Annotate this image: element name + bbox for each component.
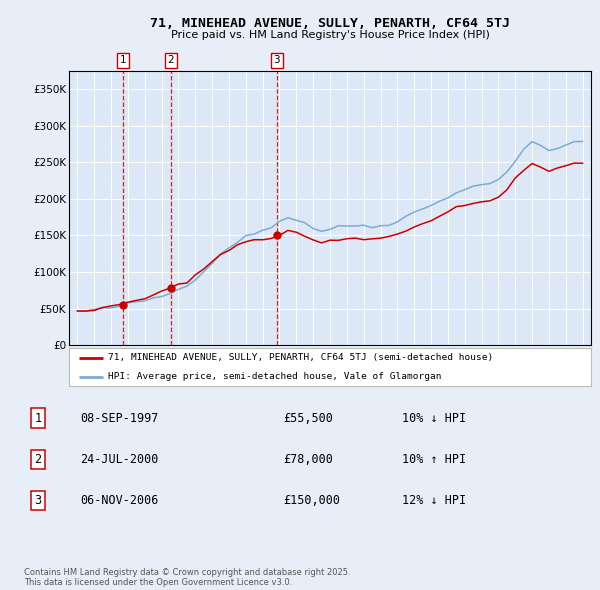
Text: HPI: Average price, semi-detached house, Vale of Glamorgan: HPI: Average price, semi-detached house,… xyxy=(108,372,442,381)
Text: 10% ↓ HPI: 10% ↓ HPI xyxy=(402,411,466,425)
Text: 1: 1 xyxy=(35,411,41,425)
Text: Price paid vs. HM Land Registry's House Price Index (HPI): Price paid vs. HM Land Registry's House … xyxy=(170,30,490,40)
Text: £55,500: £55,500 xyxy=(283,411,334,425)
Text: 1: 1 xyxy=(119,55,126,65)
Text: £150,000: £150,000 xyxy=(283,494,340,507)
Text: Contains HM Land Registry data © Crown copyright and database right 2025.
This d: Contains HM Land Registry data © Crown c… xyxy=(24,568,350,587)
Text: 24-JUL-2000: 24-JUL-2000 xyxy=(80,453,159,466)
Text: 2: 2 xyxy=(35,453,41,466)
Text: 71, MINEHEAD AVENUE, SULLY, PENARTH, CF64 5TJ: 71, MINEHEAD AVENUE, SULLY, PENARTH, CF6… xyxy=(150,17,510,30)
Text: 71, MINEHEAD AVENUE, SULLY, PENARTH, CF64 5TJ (semi-detached house): 71, MINEHEAD AVENUE, SULLY, PENARTH, CF6… xyxy=(108,353,493,362)
Text: 2: 2 xyxy=(168,55,175,65)
Text: 08-SEP-1997: 08-SEP-1997 xyxy=(80,411,159,425)
Text: 06-NOV-2006: 06-NOV-2006 xyxy=(80,494,159,507)
Text: 12% ↓ HPI: 12% ↓ HPI xyxy=(402,494,466,507)
Text: 3: 3 xyxy=(274,55,280,65)
Text: £78,000: £78,000 xyxy=(283,453,334,466)
Text: 3: 3 xyxy=(35,494,41,507)
Text: 10% ↑ HPI: 10% ↑ HPI xyxy=(402,453,466,466)
